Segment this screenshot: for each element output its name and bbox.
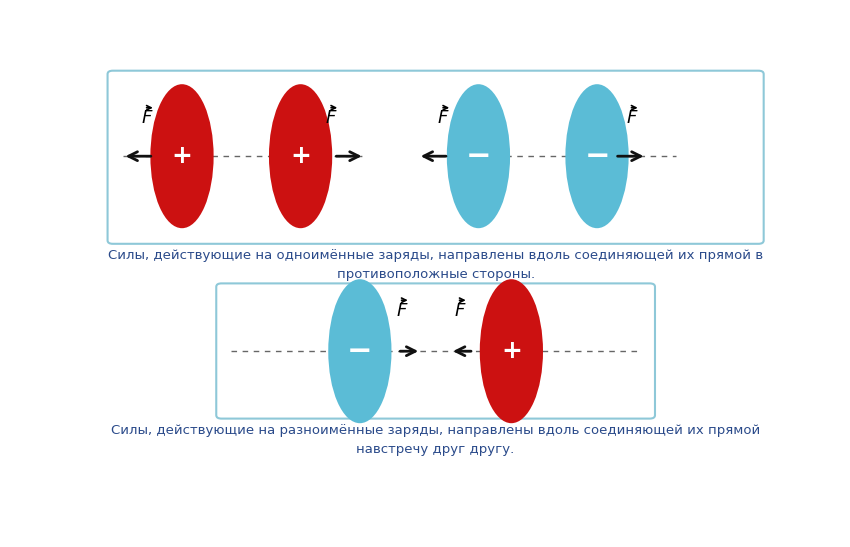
Ellipse shape: [447, 84, 510, 228]
Ellipse shape: [150, 84, 213, 228]
Text: +: +: [290, 144, 311, 168]
Text: $F$: $F$: [326, 109, 337, 127]
Ellipse shape: [565, 84, 629, 228]
Text: −: −: [347, 337, 372, 366]
Text: $F$: $F$: [141, 109, 153, 127]
Ellipse shape: [328, 279, 392, 423]
Text: $F$: $F$: [437, 109, 450, 127]
Text: Силы, действующие на разноимённые заряды, направлены вдоль соединяющей их прямой: Силы, действующие на разноимённые заряды…: [111, 424, 760, 457]
Text: +: +: [172, 144, 192, 168]
Text: +: +: [501, 339, 522, 363]
FancyBboxPatch shape: [216, 283, 655, 418]
Ellipse shape: [269, 84, 332, 228]
Text: −: −: [466, 142, 491, 171]
FancyBboxPatch shape: [108, 71, 763, 244]
Text: Силы, действующие на одноимённые заряды, направлены вдоль соединяющей их прямой : Силы, действующие на одноимённые заряды,…: [108, 249, 763, 281]
Text: $F$: $F$: [396, 302, 408, 320]
Text: $F$: $F$: [454, 302, 467, 320]
Ellipse shape: [479, 279, 543, 423]
Text: $F$: $F$: [626, 109, 638, 127]
Text: −: −: [584, 142, 609, 171]
